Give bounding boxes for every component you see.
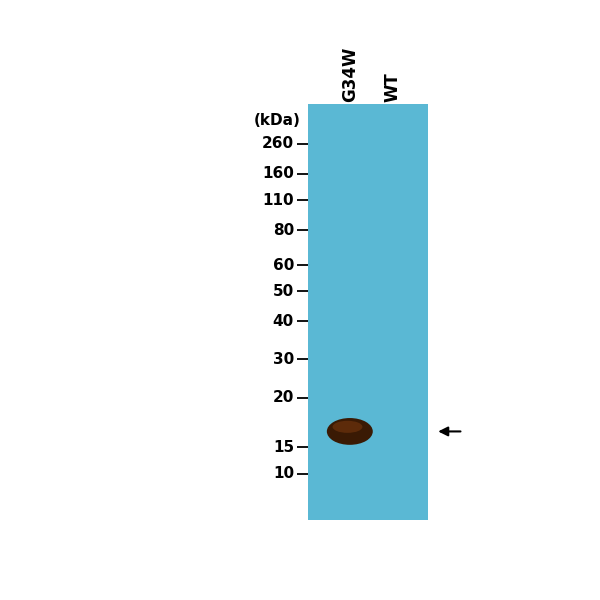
Text: 110: 110 [262,193,294,208]
Text: G34W: G34W [341,47,359,102]
Bar [308,104,428,520]
Text: 60: 60 [272,257,294,272]
Text: 40: 40 [273,314,294,329]
Text: 260: 260 [262,136,294,151]
Text: 160: 160 [262,166,294,181]
Text: 50: 50 [273,284,294,299]
Ellipse shape [327,418,373,445]
Text: 30: 30 [273,352,294,367]
Text: 15: 15 [273,440,294,455]
Ellipse shape [332,421,362,433]
Text: 10: 10 [273,466,294,481]
Text: (kDa): (kDa) [254,113,301,128]
Text: WT: WT [383,72,401,102]
Text: 80: 80 [273,223,294,238]
Text: 20: 20 [272,390,294,405]
